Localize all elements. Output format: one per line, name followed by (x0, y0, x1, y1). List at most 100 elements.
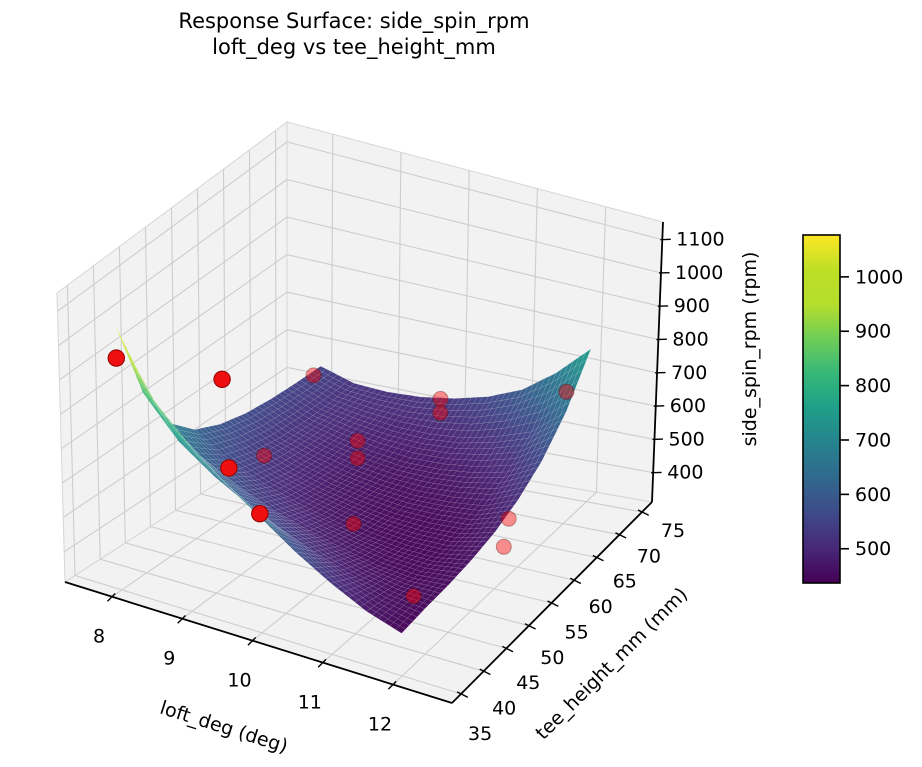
grid-line (595, 206, 607, 493)
data-point-far (305, 367, 322, 384)
grid-line (100, 558, 484, 672)
y-tick (547, 600, 559, 607)
data-point-far (349, 432, 366, 449)
surface-cell (399, 621, 410, 630)
grid-line (62, 366, 288, 518)
plot-title-line2: loft_deg vs tee_height_mm (212, 35, 496, 60)
z-tick-label: 800 (672, 329, 708, 351)
x-tick (177, 614, 186, 624)
colorbar-tick-label: 600 (855, 484, 891, 506)
surface-cell (465, 555, 476, 561)
surface-cell (445, 575, 457, 582)
grid-line (66, 285, 76, 576)
surface-cell (395, 625, 406, 634)
surface-cell (527, 467, 539, 476)
y-tick (479, 668, 491, 676)
y-tick-label: 55 (565, 621, 589, 643)
colorbar-tick-label: 800 (855, 375, 891, 397)
grid-line (74, 574, 462, 695)
grid-line (248, 149, 252, 462)
surface-cell (492, 521, 504, 528)
surface-cell (555, 411, 567, 424)
x-axis-label: loft_deg (deg) (157, 697, 290, 758)
y-tick (524, 623, 536, 630)
colorbar-tick-label: 700 (855, 429, 891, 451)
colorbar-tick-label: 1000 (855, 266, 903, 288)
data-point-far (558, 383, 575, 400)
scatter-points-behind-surface (107, 349, 126, 367)
y-tick-label: 45 (516, 672, 540, 694)
colorbar-tick-label: 500 (855, 538, 891, 560)
surface-mesh (115, 326, 592, 634)
grid-line (286, 329, 656, 407)
colorbar-tick-label: 900 (855, 321, 891, 343)
data-point-far (345, 515, 362, 532)
surface-cell (437, 583, 449, 590)
data-point-far (432, 390, 449, 407)
surface-cell (551, 419, 563, 432)
data-point-near (251, 505, 269, 523)
surface-cell (580, 348, 592, 365)
surface-cell (576, 358, 588, 375)
grid-line (59, 216, 288, 381)
grid-line (286, 141, 663, 241)
colorbar: 500 600 700 800 900 1000 (802, 234, 903, 584)
y-tick (615, 532, 627, 539)
grid-line (125, 542, 507, 649)
grid-line (286, 291, 658, 374)
z-tick-label: 1000 (675, 262, 723, 284)
grid-line (392, 491, 597, 685)
surface-cell (539, 444, 551, 456)
z-tick-label: 700 (671, 362, 707, 384)
surface-cell (515, 486, 527, 495)
grid-line (286, 254, 659, 341)
grid-line (286, 178, 662, 274)
y-tick-label: 70 (637, 545, 661, 567)
surface-cell (563, 390, 575, 406)
y-tick (637, 509, 650, 516)
data-point-far (349, 450, 366, 467)
y-tick-label: 50 (540, 647, 564, 669)
axis-tick-marks (106, 238, 671, 698)
grid-line (286, 216, 660, 307)
data-point-far (500, 510, 517, 527)
grid-line (60, 254, 288, 415)
surface-cell (519, 480, 531, 489)
x-tick-label: 10 (227, 670, 251, 692)
y-tick (569, 577, 582, 585)
z-tick-label: 400 (667, 462, 703, 484)
y-tick-label: 40 (492, 698, 516, 720)
data-point-far (256, 447, 273, 464)
surface-cell (567, 379, 579, 396)
z-tick-label: 600 (670, 395, 706, 417)
y-tick-label: 75 (661, 520, 685, 542)
x-axis-spine (64, 581, 453, 704)
surface-cell (476, 541, 488, 547)
grid-line (170, 207, 177, 511)
plot-title-line1: Response Surface: side_spin_rpm (178, 9, 529, 34)
surface-cell (418, 602, 430, 610)
z-tick-label: 900 (674, 295, 710, 317)
data-point-near (107, 349, 126, 367)
data-point-far (495, 538, 512, 555)
x-tick-label: 12 (368, 714, 392, 736)
surface-cell (507, 499, 519, 507)
grid-line (118, 246, 126, 543)
z-axis-label: side_spin_rpm (rpm) (739, 252, 761, 447)
scatter-points (213, 367, 575, 605)
grid-line (58, 179, 288, 347)
data-point-near (213, 370, 231, 388)
y-tick (501, 645, 514, 653)
x-tick-label: 8 (93, 626, 105, 648)
y-tick-label: 35 (468, 723, 492, 745)
surface-cell (410, 610, 422, 618)
data-point-near (220, 459, 238, 477)
grid-line (144, 227, 151, 527)
x-tick-label: 9 (163, 648, 175, 670)
data-point-far (432, 404, 449, 421)
z-tick-label: 1100 (676, 229, 724, 251)
colorbar-ticks: 500 600 700 800 900 1000 (840, 266, 903, 560)
